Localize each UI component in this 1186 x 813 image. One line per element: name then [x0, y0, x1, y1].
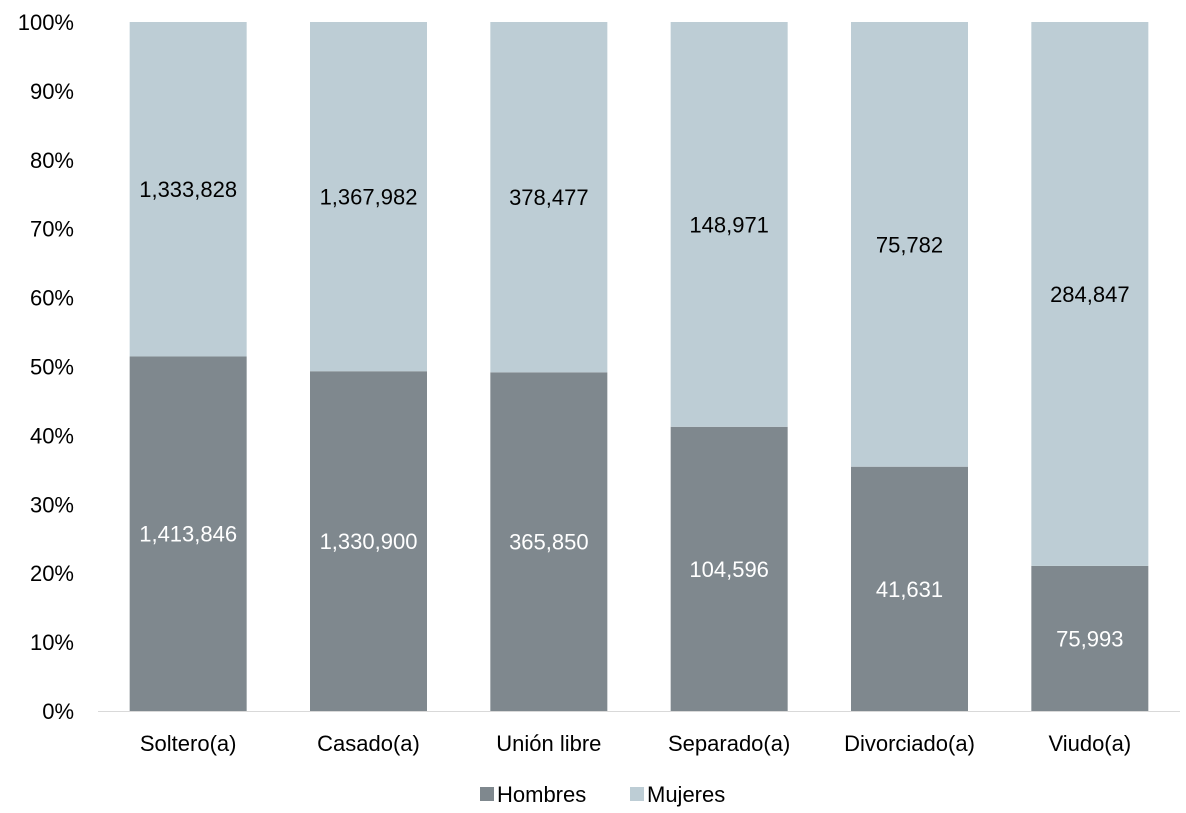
legend-label: Mujeres	[647, 782, 725, 807]
y-tick-label: 90%	[30, 79, 74, 104]
data-label: 75,993	[1056, 626, 1123, 651]
bar-segment	[670, 426, 788, 711]
y-tick-label: 20%	[30, 561, 74, 586]
data-label: 41,631	[876, 577, 943, 602]
data-label: 1,333,828	[139, 177, 237, 202]
x-tick-label: Casado(a)	[317, 731, 420, 756]
x-tick-label: Divorciado(a)	[844, 731, 975, 756]
bar-segment	[129, 22, 247, 357]
bar-segment	[129, 356, 247, 711]
legend-label: Hombres	[497, 782, 586, 807]
y-tick-label: 60%	[30, 286, 74, 311]
bar-segment	[310, 22, 427, 372]
bar-segment	[490, 22, 608, 373]
x-tick-label: Separado(a)	[668, 731, 790, 756]
data-label: 378,477	[509, 185, 589, 210]
data-label: 1,330,900	[320, 529, 418, 554]
y-axis: 0% 10% 20% 30% 40% 50% 60% 70% 80% 90% 100%	[18, 10, 74, 724]
x-axis: Soltero(a) Casado(a) Unión libre Separado(a…	[98, 711, 1180, 756]
data-label: 284,847	[1050, 282, 1130, 307]
data-label: 365,850	[509, 530, 589, 555]
bar-segment	[1031, 22, 1149, 566]
y-tick-label: 40%	[30, 423, 74, 448]
bar-segment	[670, 22, 788, 427]
data-label: 148,971	[689, 212, 769, 237]
data-label: 75,782	[876, 232, 943, 257]
legend: Hombres Mujeres	[480, 782, 725, 807]
y-tick-label: 80%	[30, 148, 74, 173]
x-tick-label: Viudo(a)	[1048, 731, 1131, 756]
data-label: 1,367,982	[320, 185, 418, 210]
y-tick-label: 100%	[18, 10, 74, 35]
bar-segment	[490, 372, 608, 711]
y-tick-label: 70%	[30, 217, 74, 242]
bar-segment	[851, 466, 968, 711]
data-label: 104,596	[689, 557, 769, 582]
y-tick-label: 30%	[30, 492, 74, 517]
bar-segment	[310, 371, 427, 711]
x-tick-label: Soltero(a)	[140, 731, 237, 756]
y-tick-label: 50%	[30, 355, 74, 380]
legend-swatch	[630, 787, 644, 801]
y-tick-label: 10%	[30, 630, 74, 655]
bars: 1,413,846 1,333,828 1,330,900 1,367,982 365,…	[129, 22, 1149, 711]
data-label: 1,413,846	[139, 522, 237, 547]
y-tick-label: 0%	[42, 699, 74, 724]
bar-segment	[1031, 565, 1149, 711]
x-tick-label: Unión libre	[496, 731, 601, 756]
bar-segment	[851, 22, 968, 467]
legend-swatch	[480, 787, 494, 801]
